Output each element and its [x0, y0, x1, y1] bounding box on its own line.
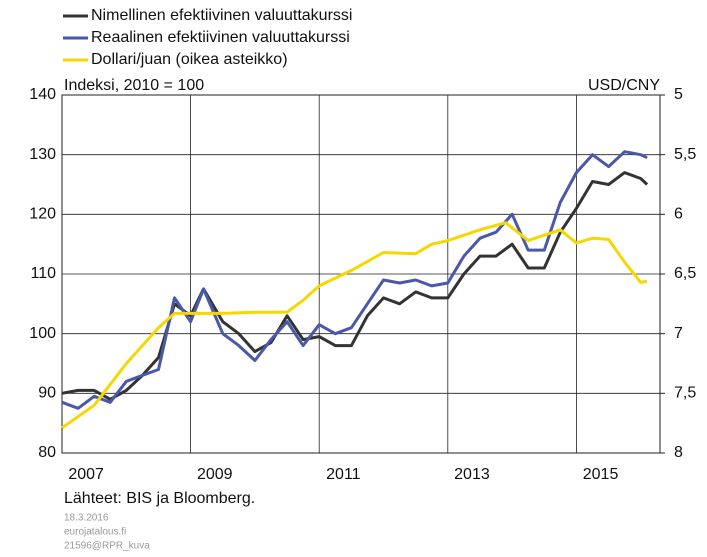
y2-tick-label: 8 — [674, 444, 683, 461]
y2-tick-label: 6 — [674, 206, 683, 223]
date: 18.3.2016 — [64, 513, 109, 524]
legend-label: Reaalinen efektiivinen valuuttakurssi — [91, 29, 350, 46]
plot-frame — [61, 94, 661, 454]
y-axis-label: Indeksi, 2010 = 100 — [64, 77, 204, 94]
series-line — [61, 171, 649, 401]
y-tick-label: 90 — [38, 385, 56, 402]
site: eurojatalous.fi — [64, 527, 126, 538]
y-tick-label: 100 — [29, 325, 56, 342]
y2-tick-label: 7,5 — [674, 385, 696, 402]
legend-label: Nimellinen efektiivinen valuuttakurssi — [91, 7, 352, 24]
x-tick-label: 2011 — [326, 466, 361, 483]
x-tick-label: 2009 — [197, 466, 233, 483]
y-tick-label: 80 — [38, 444, 56, 461]
y2-tick-label: 5,5 — [674, 146, 696, 163]
source: Lähteet: BIS ja Bloomberg. — [64, 490, 255, 507]
y-tick-label: 110 — [30, 265, 56, 282]
x-tick-label: 2007 — [68, 466, 104, 483]
legend-label: Dollari/juan (oikea asteikko) — [91, 51, 288, 68]
y2-tick-label: 5 — [674, 86, 683, 103]
y2-tick-label: 6,5 — [674, 265, 696, 282]
series-line — [61, 221, 648, 430]
code: 21596@RPR_kuva — [64, 541, 150, 552]
x-tick-label: 2015 — [583, 466, 619, 483]
y2-tick-label: 7 — [674, 325, 683, 342]
y-tick-label: 130 — [29, 146, 56, 163]
x-tick-label: 2013 — [454, 466, 490, 483]
series-line — [61, 150, 648, 410]
y2-axis-label: USD/CNY — [588, 77, 660, 94]
y-tick-label: 140 — [29, 86, 56, 103]
y-tick-label: 120 — [29, 206, 56, 223]
